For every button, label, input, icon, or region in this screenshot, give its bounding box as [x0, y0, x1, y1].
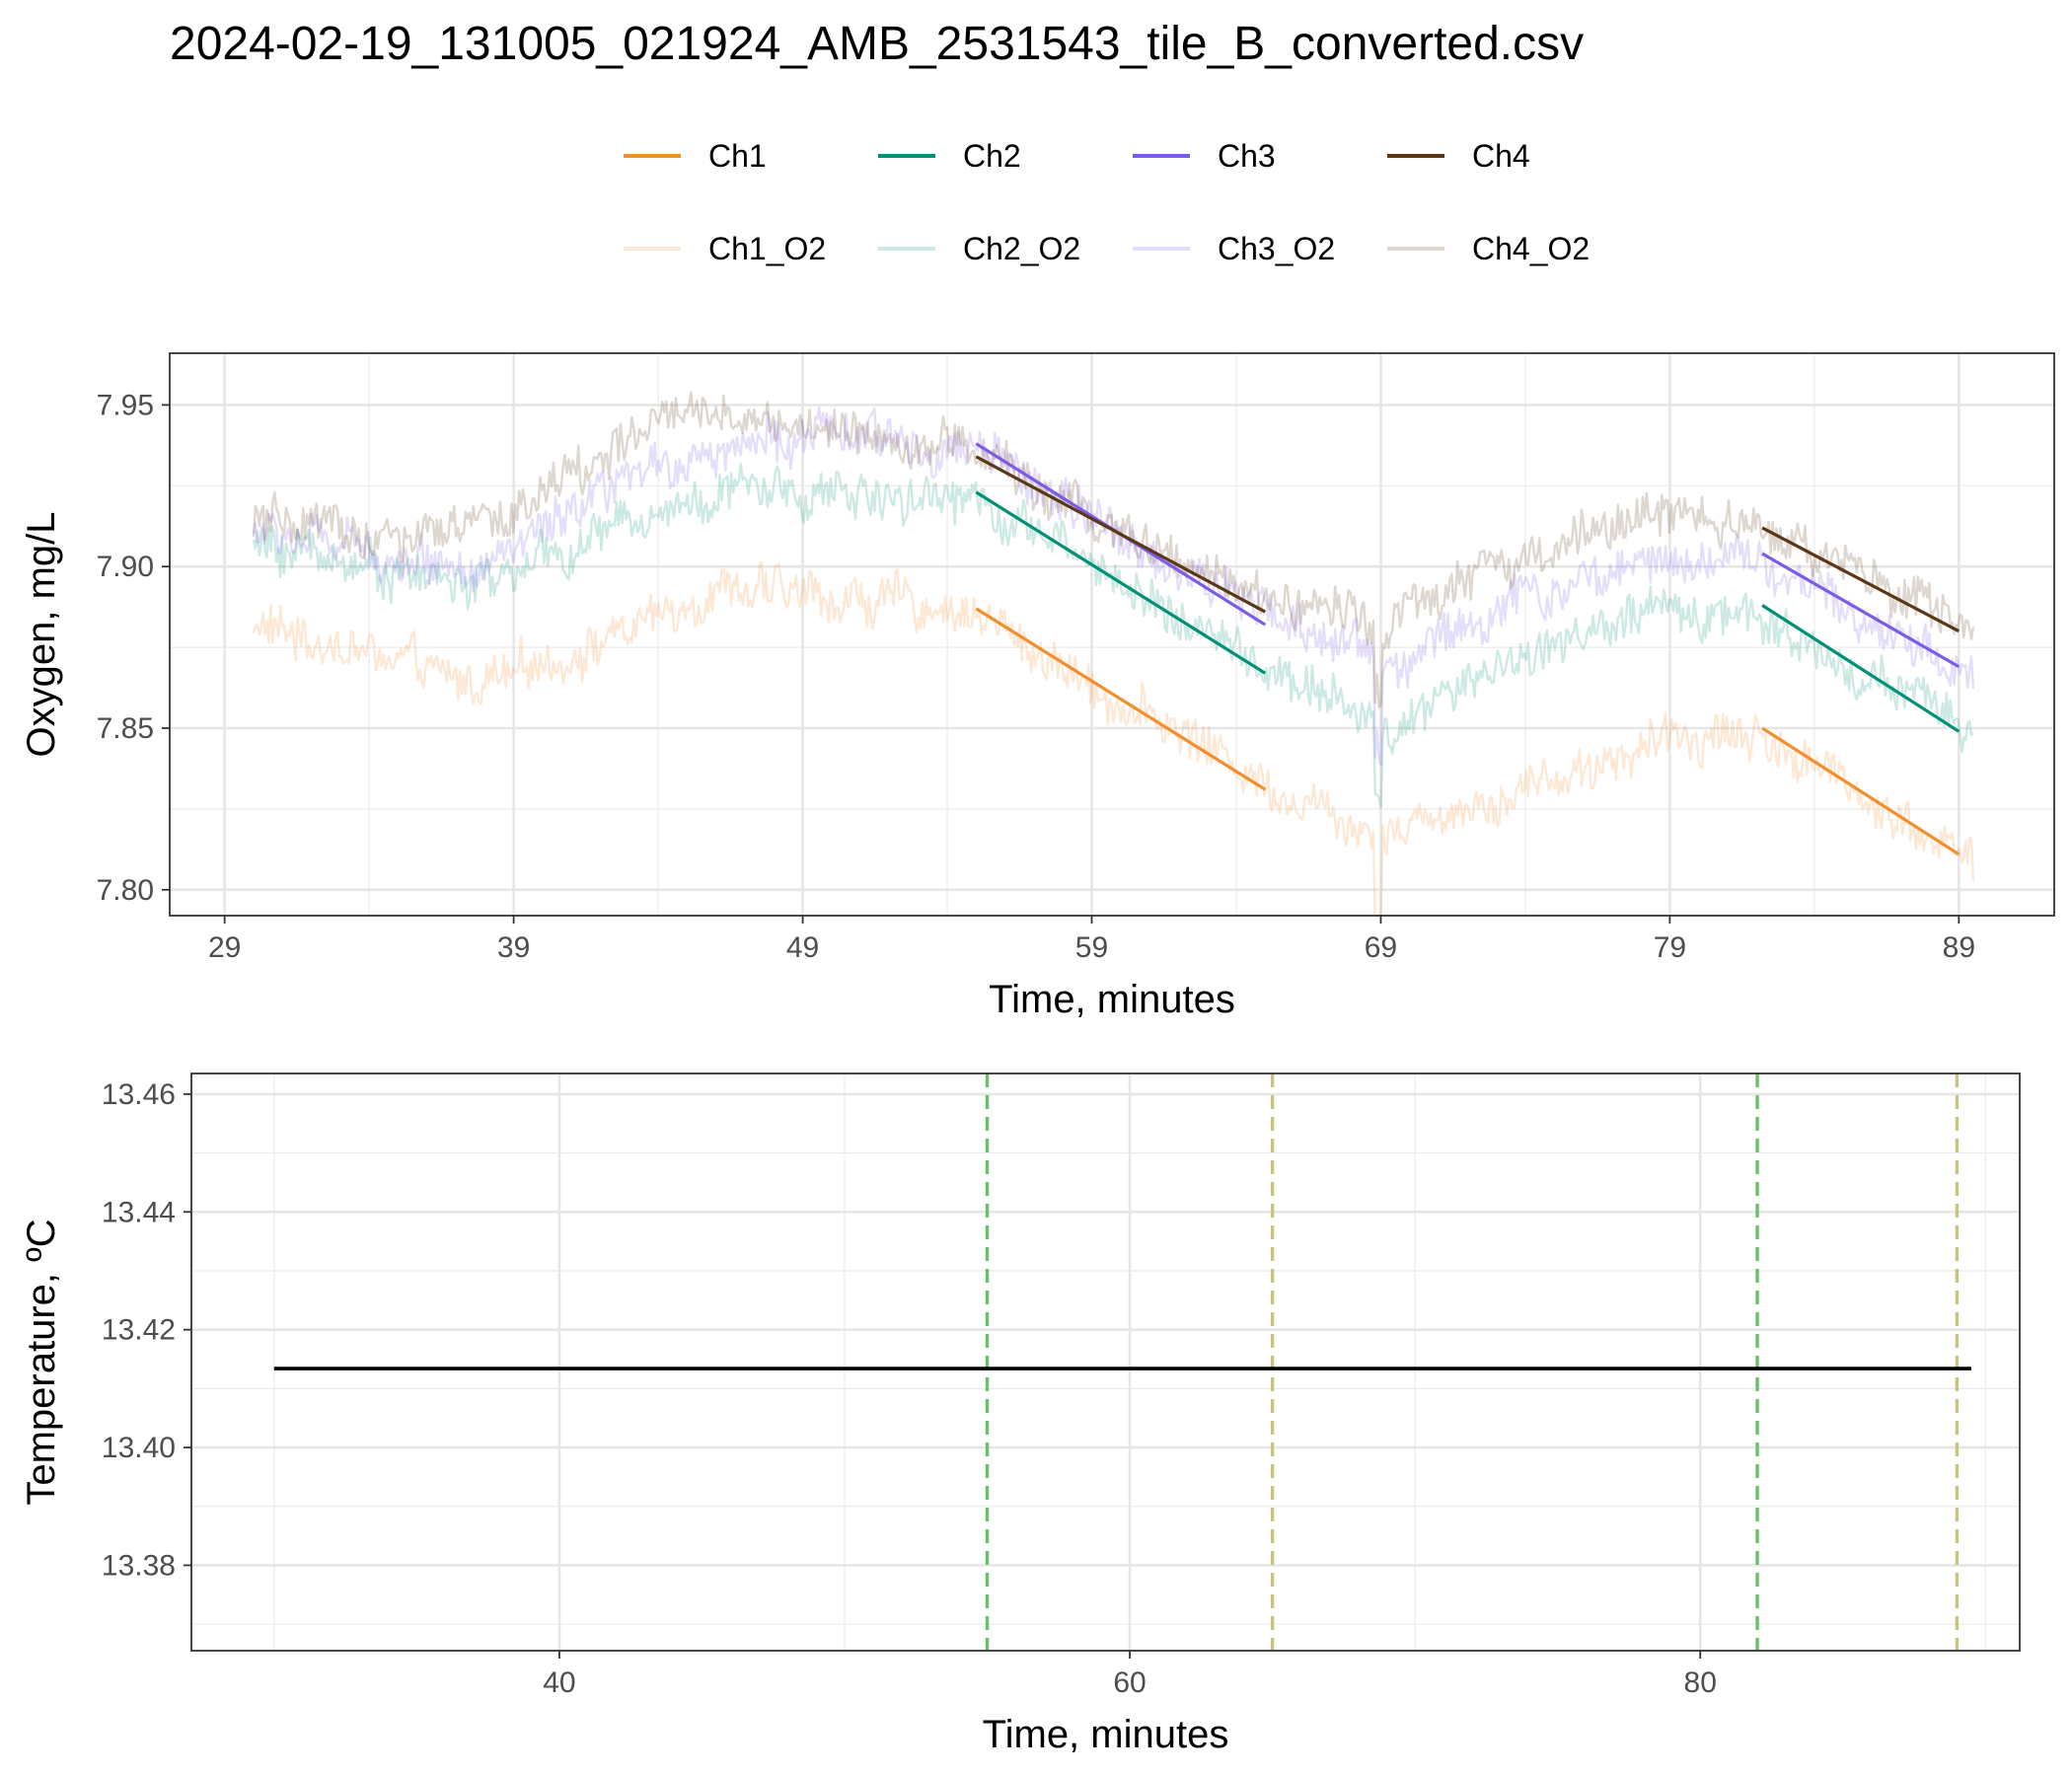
series-line-ch4-o2 — [252, 391, 1975, 709]
panel-border — [190, 1073, 2021, 1652]
y-tick-label: 7.80 — [97, 874, 154, 907]
y-tick-label: 13.38 — [102, 1549, 176, 1582]
temperature-panel: 40 60 80 13.38 13.40 13.42 13.44 13.46 Time, min… — [20, 1073, 2021, 1756]
y-axis-title: Temperature, ºC — [20, 1219, 63, 1505]
chart-title: 2024-02-19_131005_021924_AMB_2531543_til… — [170, 18, 1584, 70]
legend-label-ch2-o2: Ch2_O2 — [963, 231, 1080, 266]
legend-label-ch4-o2: Ch4_O2 — [1472, 231, 1590, 266]
series-line-ch1 — [1761, 726, 1961, 856]
legend-label-ch1: Ch1 — [708, 138, 767, 174]
legend: Ch1 Ch2 Ch3 Ch4 Ch1_O2 Ch2_O2 Ch3_O2 Ch4_O2 — [624, 138, 1590, 266]
x-tick-label: 40 — [543, 1666, 575, 1699]
y-tick-label: 13.42 — [102, 1314, 176, 1347]
legend-label-ch3-o2: Ch3_O2 — [1218, 231, 1335, 266]
y-tick-label: 13.46 — [102, 1078, 176, 1111]
legend-label-ch2: Ch2 — [963, 138, 1021, 174]
x-tick-label: 80 — [1684, 1666, 1717, 1699]
grid — [170, 353, 2054, 916]
series-line-ch1 — [975, 607, 1267, 791]
x-tick-label: 69 — [1365, 931, 1397, 964]
legend-label-ch1-o2: Ch1_O2 — [708, 231, 826, 266]
oxygen-panel: 29 39 49 59 69 79 89 7.80 7.85 7.90 7.95 Time, minu… — [20, 352, 2055, 1021]
legend-label-ch4: Ch4 — [1472, 138, 1530, 174]
x-tick-label: 39 — [497, 931, 530, 964]
x-tick-label: 29 — [208, 931, 241, 964]
x-axis-title: Time, minutes — [989, 978, 1235, 1021]
y-tick-label: 7.85 — [97, 712, 154, 745]
grid — [191, 1073, 2020, 1651]
series-line-ch2-o2 — [252, 462, 1974, 809]
y-axis-title: Oxygen, mg/L — [20, 511, 63, 757]
legend-label-ch3: Ch3 — [1218, 138, 1276, 174]
series-line-ch1-o2 — [252, 561, 1975, 916]
axes: 40 60 80 13.38 13.40 13.42 13.44 13.46 Time, min… — [20, 1078, 1717, 1756]
y-tick-label: 13.44 — [102, 1196, 176, 1228]
series-line-ch4 — [975, 455, 1267, 614]
x-tick-label: 59 — [1075, 931, 1108, 964]
x-tick-label: 89 — [1943, 931, 1975, 964]
x-tick-label: 49 — [786, 931, 819, 964]
x-tick-label: 60 — [1113, 1666, 1146, 1699]
series-line-ch4 — [1761, 526, 1961, 633]
series-line-ch2 — [975, 490, 1267, 675]
plot-area — [252, 391, 1975, 916]
x-axis-title: Time, minutes — [983, 1713, 1229, 1756]
y-tick-label: 13.40 — [102, 1432, 176, 1464]
y-tick-label: 7.95 — [97, 389, 154, 421]
axes: 29 39 49 59 69 79 89 7.80 7.85 7.90 7.95 Time, minu… — [20, 389, 1975, 1021]
series-line-ch3-o2 — [252, 406, 1975, 766]
x-tick-label: 79 — [1654, 931, 1686, 964]
y-tick-label: 7.90 — [97, 551, 154, 583]
series-line-ch2 — [1761, 604, 1961, 733]
series-line-ch3 — [1761, 552, 1961, 669]
panel-border — [169, 352, 2055, 917]
plot-area — [273, 1073, 1971, 1651]
